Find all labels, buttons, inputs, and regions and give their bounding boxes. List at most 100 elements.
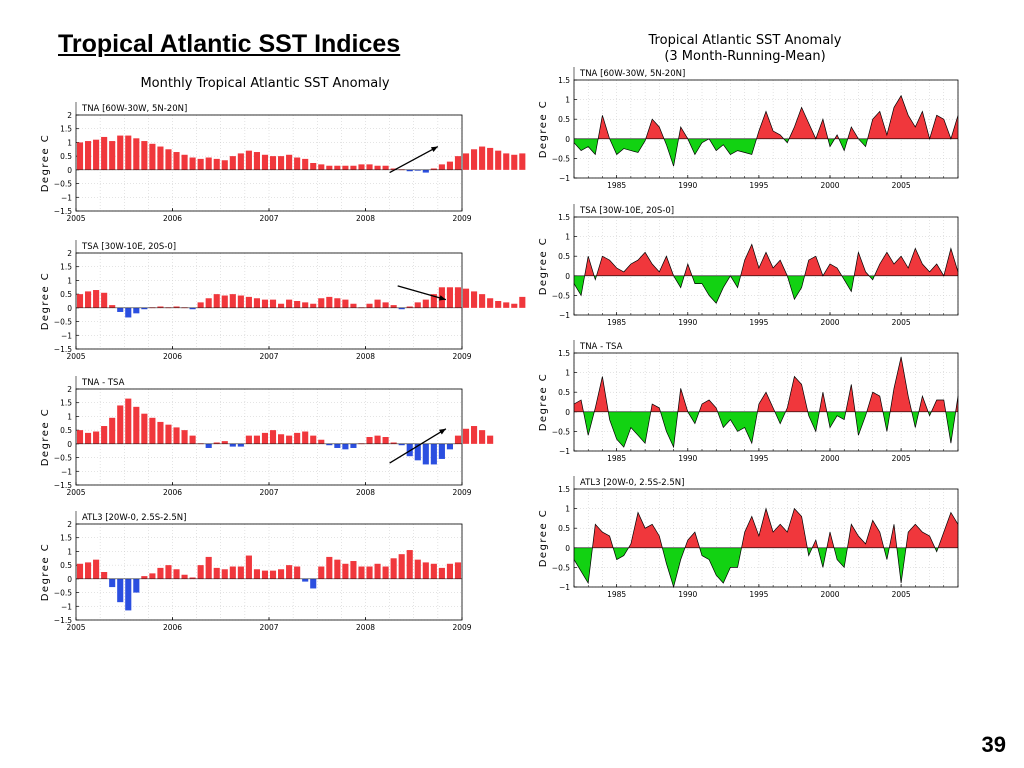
y-tick-label: −1.5	[54, 345, 72, 354]
data-bar	[93, 559, 100, 579]
data-bar	[406, 306, 413, 308]
data-bar	[109, 578, 116, 588]
data-bar	[149, 417, 156, 444]
data-bar	[213, 567, 220, 579]
y-tick-label: 1.5	[60, 125, 72, 134]
data-bar	[101, 292, 108, 308]
data-bar	[414, 169, 421, 171]
data-bar	[519, 296, 526, 308]
y-tick-label: 1	[565, 233, 570, 242]
data-bar	[390, 442, 397, 444]
positive-anomaly-area	[598, 115, 610, 139]
data-bar	[358, 164, 365, 170]
y-tick-label: 0.5	[60, 561, 72, 570]
data-bar	[197, 565, 204, 579]
x-tick-label: 1995	[749, 181, 768, 190]
data-bar	[422, 169, 429, 173]
tsa-monthly-chart: −1.5 −1 −0.5 0 0.5 1 1.5 2 2005 2006 2007 2008 2009 T…	[40, 240, 526, 361]
negative-anomaly-area	[664, 138, 679, 167]
data-bar	[334, 298, 341, 308]
data-bar	[414, 559, 421, 579]
data-bar	[366, 303, 373, 308]
x-tick-label: 2000	[820, 454, 839, 463]
x-tick-label: 2005	[66, 623, 85, 632]
x-tick-label: 2009	[452, 214, 471, 223]
x-tick-label: 1995	[749, 590, 768, 599]
data-bar	[253, 298, 260, 308]
data-bar	[479, 430, 486, 444]
tna-minus-tsa-monthly-chart: −1.5 −1 −0.5 0 0.5 1 1.5 2 2005 2006 2007 2008 2009 T…	[40, 376, 494, 497]
panel-title: TSA [30W-10E, 20S-0]	[81, 242, 176, 252]
data-bar	[454, 435, 462, 444]
negative-anomaly-area	[817, 547, 827, 568]
data-bar	[342, 443, 349, 450]
data-bar	[237, 295, 244, 308]
x-tick-label: 1985	[607, 318, 626, 327]
data-bar	[245, 435, 252, 444]
y-tick-label: −0.5	[552, 291, 570, 300]
negative-anomaly-area	[928, 411, 932, 416]
data-bar	[350, 561, 357, 579]
data-bar	[237, 443, 244, 447]
tna-running-chart: −1 −0.5 0 0.5 1 1.5 1985 1990 1995 2000 2005 TNA [6…	[538, 67, 959, 190]
x-tick-label: 1985	[607, 454, 626, 463]
data-bar	[221, 569, 228, 579]
data-bar	[503, 302, 510, 308]
data-bar	[141, 576, 148, 579]
data-bar	[414, 302, 421, 308]
negative-anomaly-area	[613, 547, 629, 560]
trend-arrow-shaft	[389, 428, 447, 464]
data-bar	[326, 296, 333, 308]
y-tick-label: 1	[565, 505, 570, 514]
positive-anomaly-area	[834, 134, 839, 139]
data-bar	[197, 302, 204, 308]
negative-anomaly-area	[841, 275, 855, 292]
positive-anomaly-area	[955, 396, 958, 412]
x-tick-label: 2008	[356, 488, 375, 497]
data-bar	[326, 556, 333, 579]
data-bar	[76, 563, 84, 579]
data-bar	[149, 143, 156, 170]
data-bar	[471, 149, 478, 170]
positive-anomaly-area	[938, 512, 958, 548]
atl3-running-chart: −1 −0.5 0 0.5 1 1.5 1985 1990 1995 2000 2005 ATL3 […	[538, 476, 959, 599]
data-bar	[125, 307, 132, 318]
data-bar	[398, 554, 405, 579]
plot-frame	[573, 488, 959, 588]
data-bar	[366, 566, 373, 579]
y-tick-label: 1	[67, 276, 72, 285]
x-tick-label: 2009	[452, 352, 471, 361]
y-tick-label: 1	[67, 412, 72, 421]
trend-arrow-head	[438, 295, 446, 301]
data-bar	[358, 566, 365, 579]
positive-anomaly-area	[847, 520, 884, 548]
anomaly-line	[573, 94, 959, 167]
data-bar	[398, 443, 405, 446]
data-bar	[422, 299, 429, 308]
data-bar	[342, 563, 349, 579]
data-bar	[318, 164, 325, 170]
y-tick-label: −1	[559, 174, 570, 183]
running-mean-subtitle: (3 Month-Running-Mean)	[664, 49, 826, 64]
x-tick-label: 2005	[892, 454, 911, 463]
data-bar	[93, 290, 100, 308]
data-bar	[101, 426, 108, 444]
data-bar	[350, 303, 357, 308]
slide-title: Tropical Atlantic SST Indices	[58, 30, 401, 58]
data-bar	[302, 302, 309, 308]
plot-frame	[573, 216, 959, 316]
trend-arrow-shaft	[389, 145, 439, 174]
x-tick-label: 2009	[452, 623, 471, 632]
data-bar	[422, 443, 429, 465]
trend-arrow-head	[438, 428, 446, 435]
data-bar	[278, 303, 285, 308]
data-bar	[294, 157, 301, 170]
data-bar	[374, 299, 381, 308]
positive-anomaly-area	[785, 376, 808, 412]
positive-anomaly-area	[826, 532, 835, 548]
y-tick-label: 1.5	[558, 485, 570, 494]
x-tick-label: 1990	[678, 454, 697, 463]
panel-title: TSA [30W-10E, 20S-0]	[579, 206, 674, 216]
positive-anomaly-area	[854, 252, 870, 276]
page-number: 39	[981, 732, 1006, 757]
